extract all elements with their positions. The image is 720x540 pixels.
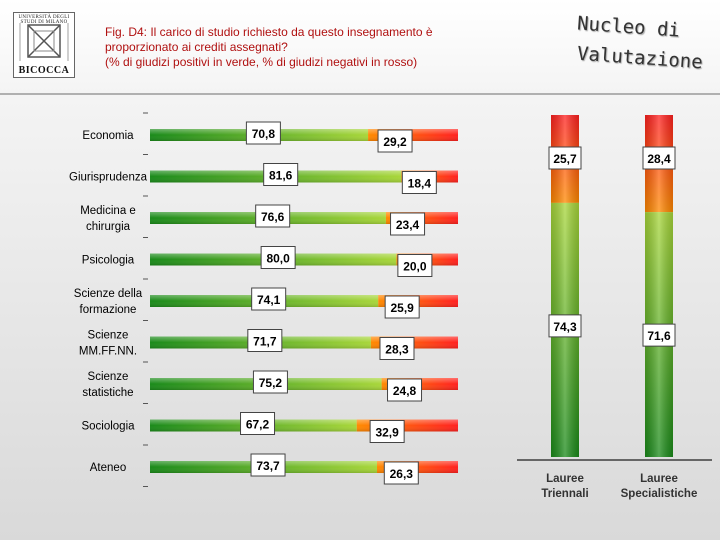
negative-value-box (401, 171, 437, 194)
negative-value-box (642, 146, 676, 170)
horizontal-bar-chart: Economia 70,8 29,2 Giurisprudenza 81,6 18,4 Me… (69, 112, 458, 487)
negative-value-box (379, 337, 415, 360)
category-label: Economia (82, 130, 134, 142)
positive-value-label: 67,2 (246, 418, 270, 432)
figure-title-line2: proporzionato ai crediti assegnati? (105, 40, 288, 54)
logo-bottom-text: BICOCCA (18, 65, 70, 76)
positive-value-box (255, 204, 291, 228)
category-label: Ateneo (90, 462, 126, 474)
positive-value-label: 74,3 (553, 320, 577, 334)
logo-emblem (19, 23, 69, 61)
positive-value-label: 81,6 (269, 169, 293, 183)
header-divider (0, 93, 720, 95)
negative-value-label: 25,9 (390, 301, 414, 315)
category-label: Scienze MM.FF.NN. (79, 330, 137, 358)
negative-value-label: 28,3 (385, 343, 409, 357)
positive-value-label: 71,7 (253, 335, 277, 349)
negative-value-box (377, 129, 413, 153)
vertical-bar-chart: 25,7 74,3 Lauree Triennali 28,4 71,6 Lauree Spe… (517, 115, 712, 500)
positive-value-box (548, 314, 582, 338)
category-label: Giurisprudenza (69, 172, 148, 184)
column-category-label: Lauree Triennali (541, 473, 588, 500)
positive-value-box (240, 412, 276, 435)
positive-value-box (247, 329, 283, 352)
positive-value-label: 75,2 (259, 376, 283, 390)
logo-top-text: UNIVERSITÀ DEGLI STUDI DI MILANO (18, 15, 70, 25)
positive-value-box (251, 287, 287, 311)
negative-value-label: 20,0 (403, 260, 427, 274)
category-label: Scienze statistiche (82, 371, 133, 399)
column-category-label: Lauree Specialistiche (621, 473, 698, 500)
negative-value-box (384, 295, 420, 319)
figure-title: Fig. D4: Il carico di studio richiesto d… (105, 25, 545, 70)
university-logo: UNIVERSITÀ DEGLI STUDI DI MILANO BICOCCA (13, 12, 75, 78)
positive-value-box (260, 246, 296, 269)
positive-value-label: 70,8 (252, 127, 276, 141)
positive-value-label: 76,6 (261, 210, 285, 224)
negative-value-label: 32,9 (375, 426, 399, 440)
positive-value-box (263, 163, 299, 186)
category-label: Medicina e chirurgia (80, 205, 136, 233)
figure-title-line1: Fig. D4: Il carico di studio richiesto d… (105, 25, 433, 39)
negative-value-label: 18,4 (408, 177, 432, 191)
negative-value-label: 23,4 (396, 218, 420, 232)
category-label: Scienze della formazione (74, 288, 143, 316)
category-label: Sociologia (81, 421, 135, 433)
negative-value-box (387, 378, 423, 402)
negative-value-box (397, 254, 433, 277)
negative-value-box (383, 461, 419, 485)
negative-value-box (369, 420, 405, 443)
positive-value-box (642, 323, 676, 347)
negative-value-box (390, 212, 426, 236)
figure-title-line3: (% di giudizi positivi in verde, % di gi… (105, 55, 418, 69)
negative-value-label: 29,2 (383, 135, 407, 149)
positive-value-box (252, 370, 288, 394)
positive-value-label: 73,7 (256, 459, 280, 473)
positive-value-label: 80,0 (266, 252, 290, 266)
positive-value-box (250, 453, 286, 477)
negative-value-box (548, 146, 582, 170)
category-label: Psicologia (82, 255, 135, 267)
negative-value-label: 28,4 (647, 152, 671, 166)
positive-value-label: 71,6 (647, 329, 671, 343)
negative-value-label: 25,7 (553, 152, 577, 166)
negative-value-label: 24,8 (393, 384, 417, 398)
positive-value-box (245, 121, 281, 145)
negative-value-label: 26,3 (390, 467, 414, 481)
positive-value-label: 74,1 (257, 293, 281, 307)
